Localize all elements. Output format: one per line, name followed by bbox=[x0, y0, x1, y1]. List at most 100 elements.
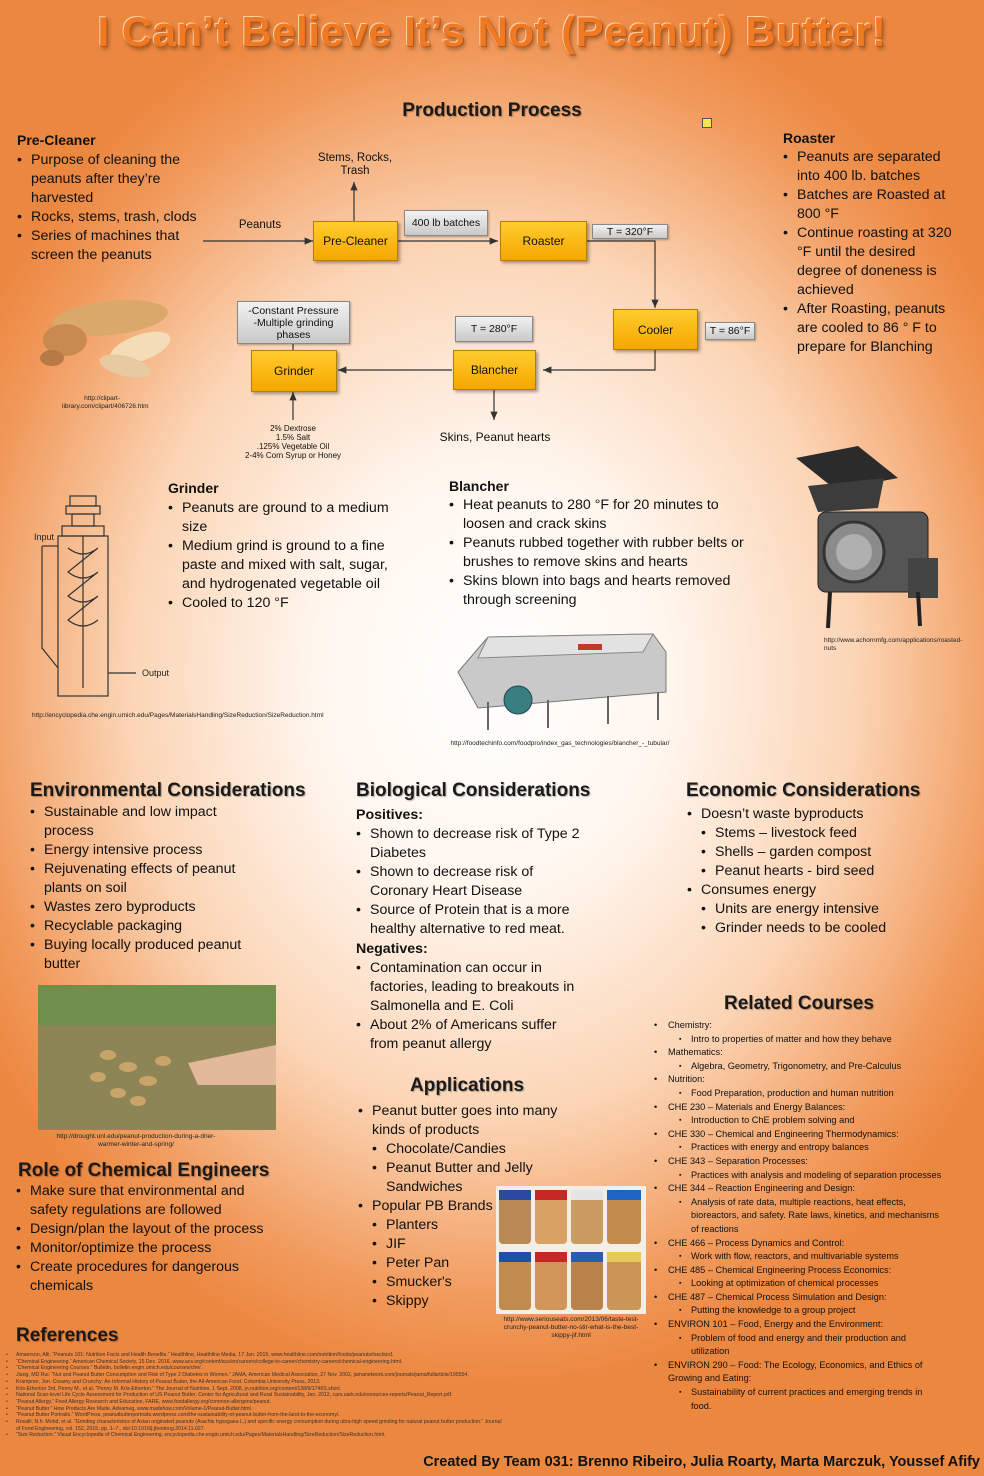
applications-heading: Applications bbox=[410, 1075, 525, 1096]
courses-list: Chemistry:Intro to properties of matter … bbox=[654, 1019, 944, 1413]
reference-item: “Peanut Butter Portraits.” WordPress, pe… bbox=[6, 1412, 506, 1419]
list-item: Shown to decrease risk of Coronary Heart… bbox=[356, 863, 586, 901]
poster-title: I Can’t Believe It’s Not (Peanut) Butter… bbox=[97, 8, 887, 55]
list-item: Doesn’t waste byproducts bbox=[687, 805, 927, 824]
precleaner-box: Pre-Cleaner bbox=[313, 221, 398, 261]
list-item: Create procedures for dangerous chemical… bbox=[16, 1258, 266, 1296]
list-item: After Roasting, peanuts are cooled to 86… bbox=[783, 300, 958, 357]
negatives-list: Contamination can occur in factories, le… bbox=[356, 959, 588, 1054]
peanut-image bbox=[40, 300, 171, 378]
plant-caption: http://drought.unl.edu/peanut-production… bbox=[56, 1133, 216, 1148]
course-detail: Looking at optimization of chemical proc… bbox=[654, 1277, 944, 1291]
blancher-caption: http://foodtechinfo.com/foodpro/index_ga… bbox=[450, 740, 670, 747]
list-item: Recyclable packaging bbox=[30, 917, 260, 936]
reference-item: “Chemical Engineering Courses.” Bulletin… bbox=[6, 1365, 506, 1372]
list-item: Purpose of cleaning the peanuts after th… bbox=[17, 151, 202, 208]
economic-list: Doesn’t waste byproducts Stems – livesto… bbox=[687, 805, 927, 938]
t86-box: T = 86°F bbox=[705, 322, 755, 340]
list-item: Smucker's bbox=[358, 1273, 578, 1292]
course-detail: Practices with analysis and modeling of … bbox=[654, 1169, 944, 1183]
production-heading: Production Process bbox=[402, 100, 582, 121]
course-detail: Intro to properties of matter and how th… bbox=[654, 1033, 944, 1047]
positives-label: Positives: bbox=[356, 807, 424, 823]
list-item: Series of machines that screen the peanu… bbox=[17, 227, 202, 265]
flow-label-stems: Stems, Rocks, Trash bbox=[317, 152, 393, 177]
peanut-butter-jars-image bbox=[496, 1186, 646, 1314]
reference-item: National Scan-level Life Cycle Assessmen… bbox=[6, 1392, 506, 1399]
course-detail: Food Preparation, production and human n… bbox=[654, 1087, 944, 1101]
grinder-box: Grinder bbox=[251, 350, 337, 392]
list-item: Contamination can occur in factories, le… bbox=[356, 959, 588, 1016]
blancher-list: Heat peanuts to 280 °F for 20 minutes to… bbox=[449, 496, 749, 610]
peanut-caption: http://clipart-library.com/clipart/40672… bbox=[62, 395, 149, 410]
course-item: ENVIRON 290 – Food: The Ecology, Economi… bbox=[654, 1359, 944, 1386]
course-detail: Algebra, Geometry, Trigonometry, and Pre… bbox=[654, 1060, 944, 1074]
grinder-heading: Grinder bbox=[168, 480, 219, 496]
list-item: Sustainable and low impact process bbox=[30, 803, 260, 841]
applications-list: Peanut butter goes into many kinds of pr… bbox=[358, 1102, 578, 1311]
list-item: Heat peanuts to 280 °F for 20 minutes to… bbox=[449, 496, 749, 534]
reference-item: Jiang, MD Rui. “Nut and Peanut Butter Co… bbox=[6, 1372, 506, 1379]
reference-item: Kris-Etherton 3rd, Penny M., et al. “Pen… bbox=[6, 1386, 506, 1393]
footer-credits: Created By Team 031: Brenno Ribeiro, Jul… bbox=[423, 1454, 980, 1470]
reference-item: “Peanut Allergy.” Food Allergy Research … bbox=[6, 1399, 506, 1406]
list-item: Shown to decrease risk of Type 2 Diabete… bbox=[356, 825, 586, 863]
flow-arrows bbox=[203, 182, 659, 420]
reference-item: Rosalli, N.h. Mohd, et al. “Grinding cha… bbox=[6, 1419, 506, 1432]
blancher-image bbox=[457, 633, 667, 730]
list-item: Monitor/optimize the process bbox=[16, 1239, 266, 1258]
list-item: Planters bbox=[358, 1216, 578, 1235]
course-item: CHE 466 – Process Dynamics and Control: bbox=[654, 1237, 944, 1251]
list-item: Batches are Roasted at 800 °F bbox=[783, 186, 958, 224]
course-item: CHE 230 – Materials and Energy Balances: bbox=[654, 1101, 944, 1115]
negatives-label: Negatives: bbox=[356, 941, 428, 957]
list-item: Skippy bbox=[358, 1292, 578, 1311]
environmental-heading: Environmental Considerations bbox=[30, 780, 306, 801]
list-item: Popular PB Brands bbox=[358, 1197, 578, 1216]
flow-label-peanuts: Peanuts bbox=[238, 219, 282, 231]
list-item: Energy intensive process bbox=[30, 841, 260, 860]
economic-heading: Economic Considerations bbox=[686, 780, 921, 801]
flow-label-additives: 2% Dextrose 1.5% Salt .125% Vegetable Oi… bbox=[244, 424, 342, 460]
course-item: CHE 344 – Reaction Engineering and Desig… bbox=[654, 1182, 944, 1196]
list-item: Peanuts are separated into 400 lb. batch… bbox=[783, 148, 958, 186]
roaster-heading: Roaster bbox=[783, 130, 836, 146]
references-heading: References bbox=[16, 1325, 119, 1346]
course-detail: Work with flow, reactors, and multivaria… bbox=[654, 1250, 944, 1264]
list-item: Peanut hearts - bird seed bbox=[687, 862, 927, 881]
roaster-list: Peanuts are separated into 400 lb. batch… bbox=[783, 148, 958, 357]
course-item: Chemistry: bbox=[654, 1019, 944, 1033]
flow-label-skins: Skins, Peanut hearts bbox=[439, 430, 551, 444]
course-item: ENVIRON 101 – Food, Energy and the Envir… bbox=[654, 1318, 944, 1332]
course-detail: Practices with energy and entropy balanc… bbox=[654, 1141, 944, 1155]
list-item: Chocolate/Candies bbox=[358, 1140, 578, 1159]
reference-item: “Size Reduction.” Visual Encyclopedia of… bbox=[6, 1432, 506, 1439]
peanut-plant-image bbox=[38, 985, 276, 1130]
reference-item: Amaerson, Atli. “Peanuts 101: Nutrition … bbox=[6, 1352, 506, 1359]
role-list: Make sure that environmental and safety … bbox=[16, 1182, 266, 1296]
list-item: Design/plan the layout of the process bbox=[16, 1220, 266, 1239]
grinder-diagram bbox=[41, 495, 136, 697]
course-detail: Analysis of rate data, multiple reaction… bbox=[654, 1196, 944, 1237]
list-item: Rocks, stems, trash, clods bbox=[17, 208, 202, 227]
list-item: Peanut butter goes into many kinds of pr… bbox=[358, 1102, 578, 1140]
list-item: Buying locally produced peanut butter bbox=[30, 936, 260, 974]
course-detail: Putting the knowledge to a group project bbox=[654, 1304, 944, 1318]
course-item: Mathematics: bbox=[654, 1046, 944, 1060]
roaster-box: Roaster bbox=[500, 221, 587, 261]
course-item: CHE 485 – Chemical Engineering Process E… bbox=[654, 1264, 944, 1278]
courses-heading: Related Courses bbox=[724, 993, 874, 1014]
list-item: Peter Pan bbox=[358, 1254, 578, 1273]
jars-caption: http://www.seriouseats.com/2013/06/taste… bbox=[503, 1316, 639, 1339]
course-item: Nutrition: bbox=[654, 1073, 944, 1087]
roaster-image bbox=[796, 446, 938, 629]
reference-item: Krampner, Jon. Creamy and Crunchy: An In… bbox=[6, 1379, 506, 1386]
role-heading: Role of Chemical Engineers bbox=[18, 1160, 270, 1181]
list-item: Source of Protein that is a more healthy… bbox=[356, 901, 586, 939]
reference-item: “Peanut Butter.” How Products Are Made, … bbox=[6, 1406, 506, 1413]
course-detail: Problem of food and energy and their pro… bbox=[654, 1332, 944, 1359]
list-item: Make sure that environmental and safety … bbox=[16, 1182, 266, 1220]
pressure-box: -Constant Pressure -Multiple grinding ph… bbox=[237, 301, 350, 344]
precleaner-heading: Pre-Cleaner bbox=[17, 132, 96, 148]
list-item: Rejuvenating effects of peanut plants on… bbox=[30, 860, 260, 898]
